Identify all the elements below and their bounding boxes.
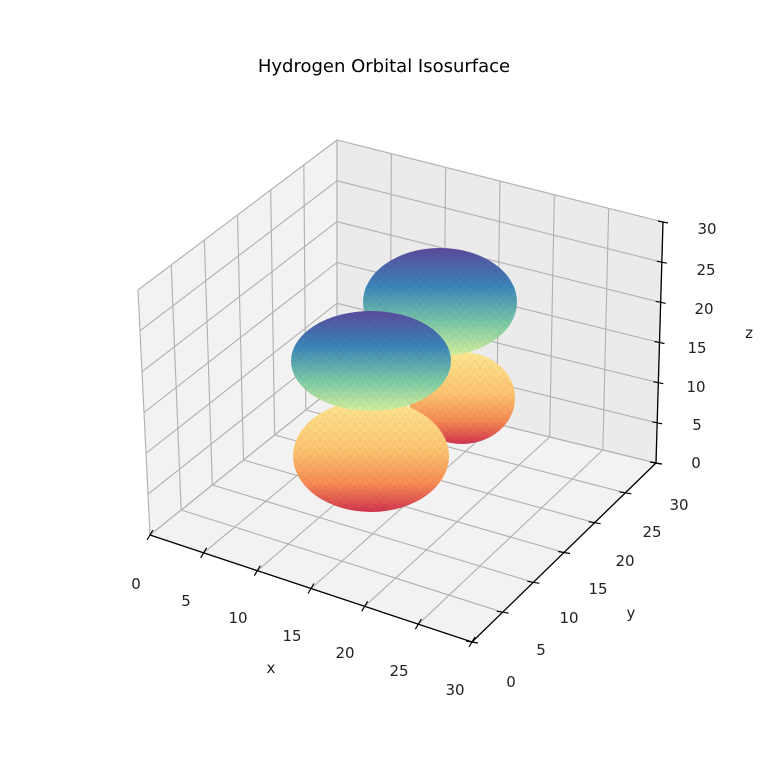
- x-tick-label: 20: [335, 644, 355, 662]
- y-tick-label: 10: [559, 609, 579, 627]
- x-tick-label: 0: [131, 575, 141, 593]
- y-tick-label: 30: [669, 496, 689, 514]
- z-tick-label: 0: [691, 454, 701, 472]
- tick-marks: [146, 220, 669, 648]
- x-tick-label: 10: [228, 609, 248, 627]
- orbital-isosurface: [291, 248, 517, 512]
- z-tick-label: 15: [687, 339, 707, 357]
- y-tick-label: 0: [506, 673, 516, 691]
- chart-title: Hydrogen Orbital Isosurface: [257, 56, 511, 77]
- x-tick-label: 15: [282, 627, 302, 645]
- y-tick-label: 20: [615, 552, 635, 570]
- y-tick-label: 5: [536, 641, 546, 659]
- z-tick-label: 20: [694, 300, 714, 318]
- z-axis-label: z: [745, 324, 753, 342]
- z-tick-label: 10: [686, 378, 706, 396]
- y-tick-label: 25: [642, 523, 662, 541]
- y-tick-label: 15: [588, 580, 608, 598]
- y-axis-label: y: [626, 604, 636, 622]
- x-tick-label: 30: [445, 681, 465, 699]
- x-axis-label: x: [266, 659, 276, 677]
- z-tick-label: 30: [697, 220, 717, 238]
- x-tick-label: 5: [181, 592, 191, 610]
- z-tick-label: 5: [692, 416, 702, 434]
- x-tick-label: 25: [389, 662, 409, 680]
- z-tick-label: 25: [696, 261, 716, 279]
